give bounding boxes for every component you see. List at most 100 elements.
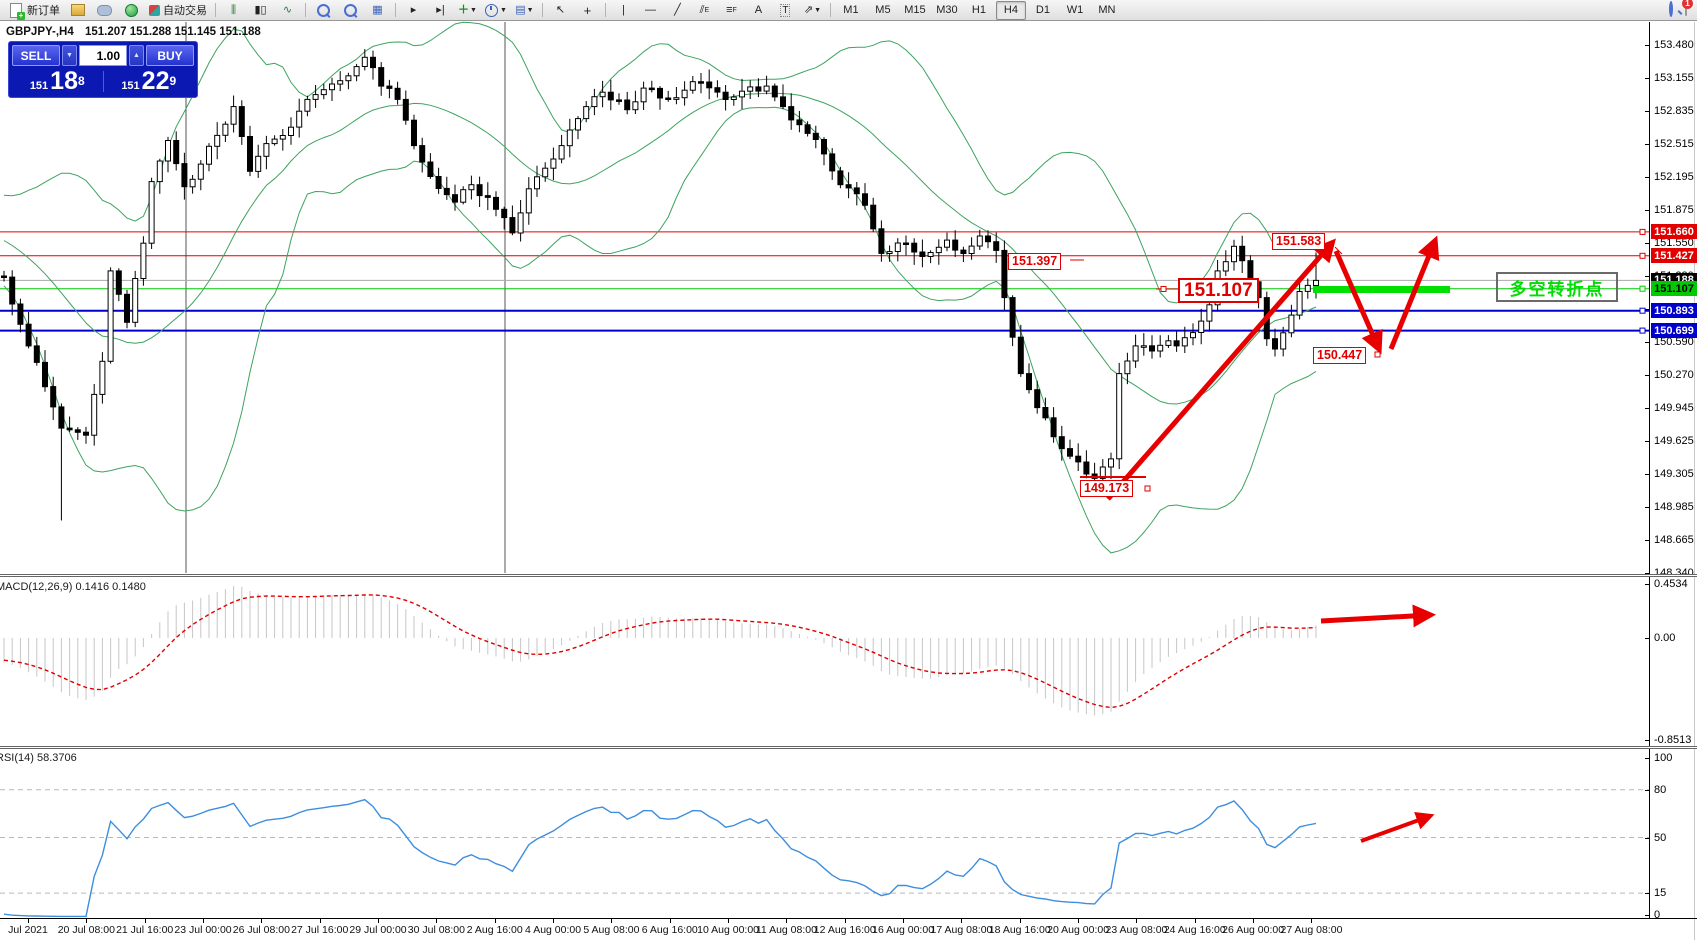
time-tick bbox=[961, 919, 963, 923]
vertical-line-button[interactable]: | bbox=[622, 3, 625, 16]
price-tick-label: 148.985 bbox=[1654, 500, 1694, 513]
price-tick-label: 148.665 bbox=[1654, 533, 1694, 546]
price-badge-150.699: 150.699 bbox=[1651, 323, 1697, 339]
cursor-button[interactable]: ↖ bbox=[555, 3, 566, 16]
timeframe-mn[interactable]: MN bbox=[1098, 4, 1116, 16]
tile-windows-button[interactable]: ▦ bbox=[372, 3, 383, 16]
macd-rsi-separator[interactable] bbox=[0, 746, 1697, 749]
time-tick bbox=[436, 919, 438, 923]
text-button[interactable]: A bbox=[754, 3, 763, 16]
price-tick bbox=[1645, 341, 1649, 343]
chart-macd-separator[interactable] bbox=[0, 574, 1697, 577]
zoom-out-icon bbox=[344, 3, 358, 18]
macd-axis-border bbox=[1649, 577, 1650, 746]
volume-down-button[interactable]: ▼ bbox=[62, 45, 77, 66]
timeframe-d1[interactable]: D1 bbox=[1035, 4, 1050, 16]
sell-price[interactable]: 151 18 8 bbox=[29, 67, 85, 95]
add-indicator-button[interactable]: ＋ ▼ bbox=[458, 3, 477, 16]
timeframe-w1[interactable]: W1 bbox=[1066, 4, 1084, 16]
alerts-button[interactable] bbox=[119, 1, 144, 20]
support-label[interactable]: 151.397 bbox=[1008, 253, 1062, 270]
timeframe-m30[interactable]: M30 bbox=[936, 4, 958, 16]
rsi-tick-label: 100 bbox=[1654, 752, 1673, 764]
navigator-button[interactable]: ▸| bbox=[436, 3, 445, 16]
macd-tick bbox=[1645, 740, 1649, 742]
time-tick bbox=[1078, 919, 1080, 923]
pivot-price-label[interactable]: 151.107 bbox=[1178, 278, 1259, 303]
time-tick bbox=[1311, 919, 1313, 923]
autotrading-button[interactable]: 自动交易 bbox=[146, 1, 210, 20]
rsi-tick bbox=[1645, 758, 1649, 759]
charts-button[interactable] bbox=[65, 1, 90, 20]
time-tick bbox=[786, 919, 788, 923]
time-tick-label: 26 Aug 00:00 bbox=[1222, 924, 1285, 936]
zoom-in-button[interactable] bbox=[311, 1, 336, 20]
pivot-zone-bar[interactable] bbox=[1313, 286, 1450, 293]
price-tick bbox=[1645, 78, 1649, 80]
timeframe-h1[interactable]: H1 bbox=[971, 4, 986, 16]
time-tick bbox=[1019, 919, 1021, 923]
volume-up-button[interactable]: ▲ bbox=[129, 45, 144, 66]
price-tick bbox=[1645, 144, 1649, 146]
trendline-button[interactable]: ╱ bbox=[674, 3, 681, 16]
timeframe-m15[interactable]: M15 bbox=[904, 4, 926, 16]
price-tick bbox=[1645, 276, 1649, 278]
one-click-trade-panel: SELL ▼ 1.00 ▲ BUY 151 18 8 151 22 9 bbox=[8, 41, 198, 98]
timeframe-m1[interactable]: M1 bbox=[843, 4, 859, 16]
price-tick-label: 151.550 bbox=[1654, 237, 1694, 250]
swing-high-label[interactable]: 151.583 bbox=[1272, 233, 1326, 250]
time-tick-label: 29 Jul 00:00 bbox=[349, 924, 407, 936]
cloud-icon bbox=[97, 4, 112, 16]
chat-button[interactable]: 1 bbox=[1682, 0, 1693, 16]
rsi-axis-border bbox=[1649, 749, 1650, 918]
profiles-button[interactable] bbox=[92, 1, 117, 20]
time-tick bbox=[378, 919, 380, 923]
buy-button[interactable]: BUY bbox=[146, 45, 194, 66]
arrows-button[interactable]: ⇗ ▼ bbox=[803, 3, 822, 16]
sell-button[interactable]: SELL bbox=[12, 45, 60, 66]
charts-icon bbox=[70, 4, 85, 16]
price-badge-151.660: 151.660 bbox=[1651, 224, 1697, 240]
time-tick bbox=[1253, 919, 1255, 923]
new-order-button[interactable]: + 新订单 bbox=[7, 1, 63, 20]
search-button[interactable] bbox=[1669, 1, 1683, 17]
channel-button[interactable]: ⫽ E bbox=[699, 3, 710, 16]
time-tick-label: 23 Aug 08:00 bbox=[1105, 924, 1168, 936]
ohlc-values: 151.207 151.288 151.145 151.188 bbox=[84, 26, 261, 38]
timeframe-m5[interactable]: M5 bbox=[875, 4, 891, 16]
chart-title: GBPJPY-,H4 151.207 151.288 151.145 151.1… bbox=[6, 26, 261, 38]
line-chart-button[interactable]: ∿ bbox=[282, 3, 293, 16]
periods-button[interactable]: ▼ bbox=[482, 1, 510, 20]
candlestick-button[interactable]: ▮▯ bbox=[254, 3, 267, 16]
time-tick bbox=[553, 919, 555, 923]
price-tick bbox=[1645, 539, 1649, 541]
time-tick-label: 16 Aug 00:00 bbox=[872, 924, 935, 936]
horizontal-line-button[interactable]: — bbox=[644, 3, 656, 16]
fibonacci-button[interactable]: ≡ F bbox=[726, 3, 737, 16]
time-tick bbox=[86, 919, 88, 923]
macd-label: MACD(12,26,9) 0.1416 0.1480 bbox=[0, 581, 146, 593]
bar-chart-button[interactable]: ⫼ bbox=[230, 3, 237, 16]
pivot-zone-label-box[interactable]: 多空转折点 bbox=[1496, 272, 1618, 302]
price-tick-label: 152.515 bbox=[1654, 138, 1694, 151]
time-tick-label: 6 Aug 16:00 bbox=[641, 924, 698, 936]
text-label-button[interactable]: T bbox=[780, 3, 791, 17]
price-tick-label: 149.945 bbox=[1654, 402, 1694, 415]
price-tick-label: 152.835 bbox=[1654, 105, 1694, 118]
buy-price[interactable]: 151 22 9 bbox=[121, 67, 177, 95]
price-tick bbox=[1645, 111, 1649, 113]
crosshair-button[interactable]: + bbox=[583, 2, 592, 18]
price-tick bbox=[1645, 209, 1649, 211]
volume-input[interactable]: 1.00 bbox=[79, 45, 127, 66]
swing-low-label[interactable]: 149.173 bbox=[1080, 480, 1134, 497]
data-window-button[interactable]: ▸ bbox=[410, 3, 417, 16]
price-badge-151.107: 151.107 bbox=[1651, 281, 1697, 297]
timeframe-h4[interactable]: H4 bbox=[995, 0, 1026, 20]
separator bbox=[604, 3, 606, 17]
zoom-out-button[interactable] bbox=[338, 1, 363, 20]
swing-low2-label[interactable]: 150.447 bbox=[1313, 347, 1367, 364]
time-tick-label: 12 Aug 16:00 bbox=[813, 924, 876, 936]
templates-button[interactable]: ▤ ▼ bbox=[515, 3, 534, 16]
rsi-tick-label: 50 bbox=[1654, 831, 1667, 844]
